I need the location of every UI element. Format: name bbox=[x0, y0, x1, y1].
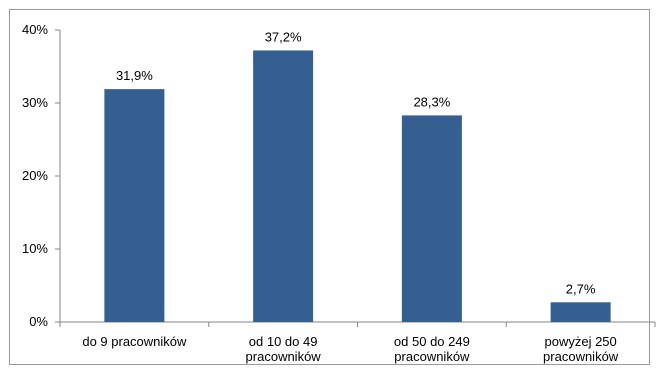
bar bbox=[550, 302, 611, 322]
bar bbox=[104, 89, 165, 322]
data-label: 31,9% bbox=[116, 68, 153, 83]
y-tick-label: 0% bbox=[29, 314, 48, 329]
y-tick-label: 10% bbox=[22, 241, 48, 256]
x-category-label-line: od 50 do 249 bbox=[394, 334, 470, 349]
bar bbox=[253, 50, 314, 322]
x-category-label: powyżej 250 pracowników bbox=[543, 334, 619, 364]
x-category-label-line: pracowników bbox=[394, 349, 470, 364]
x-category-label-line: od 10 do 49 bbox=[249, 334, 318, 349]
x-category-label-line: do 9 pracowników bbox=[82, 334, 187, 349]
y-tick-label: 20% bbox=[22, 168, 48, 183]
x-category-label: do 9 pracowników bbox=[82, 334, 187, 349]
data-label: 28,3% bbox=[413, 94, 450, 109]
x-category-label-line: powyżej 250 bbox=[544, 334, 616, 349]
bar bbox=[401, 115, 462, 322]
x-category-label: od 50 do 249 pracowników bbox=[394, 334, 470, 364]
x-category-label: od 10 do 49 pracowników bbox=[246, 334, 322, 364]
data-label: 37,2% bbox=[265, 29, 302, 44]
x-category-label-line: pracowników bbox=[543, 349, 619, 364]
x-category-label-line: pracowników bbox=[246, 349, 322, 364]
data-label: 2,7% bbox=[566, 281, 596, 296]
y-tick-label: 40% bbox=[22, 22, 48, 37]
y-tick-label: 30% bbox=[22, 95, 48, 110]
